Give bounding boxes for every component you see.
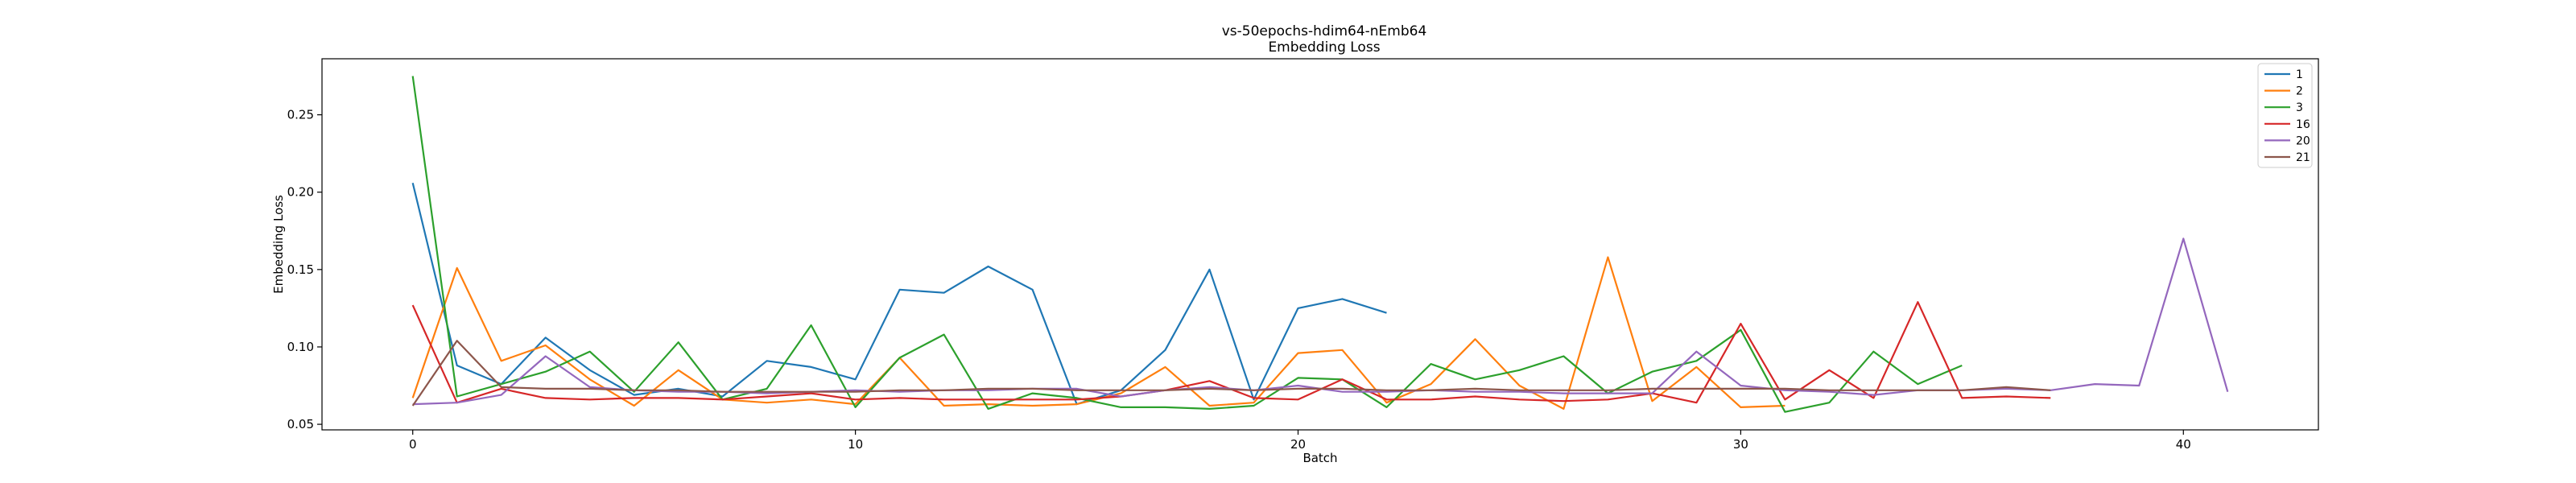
legend-label-3: 3 [2296,101,2303,114]
legend-label-20: 20 [2296,134,2310,147]
y-tick-label: 0.15 [287,262,314,277]
x-axis-label: Batch [1302,451,1337,465]
chart-subtitle: Embedding Loss [1268,39,1380,56]
y-tick-label: 0.10 [287,340,314,354]
x-tick-label: 40 [2176,437,2191,452]
y-axis-label: Embedding Loss [271,195,286,294]
legend-label-16: 16 [2296,118,2310,131]
legend-label-2: 2 [2296,85,2303,98]
series-line-16 [411,301,2051,404]
x-tick-label: 0 [409,437,417,452]
y-tick-label: 0.20 [287,185,314,200]
y-tick-label: 0.05 [287,417,314,431]
plot-frame [321,58,2319,431]
x-tick-label: 20 [1290,437,1306,452]
y-tick-label: 0.25 [287,108,314,122]
x-tick-label: 10 [848,437,863,452]
series-line-3 [411,76,1963,413]
legend-label-21: 21 [2296,151,2310,164]
y-axis: 0.05 0.10 0.15 0.20 0.25 [287,108,322,431]
series-lines [411,76,2229,413]
legend-box [2257,63,2313,168]
x-axis: 0 10 20 30 40 [409,430,2191,452]
legend: 1 2 3 16 20 21 [2257,63,2313,168]
series-line-21 [411,340,2051,407]
series-line-1 [411,182,1387,406]
chart-title: vs-50epochs-hdim64-nEmb64 [1222,23,1427,39]
x-tick-label: 30 [1733,437,1748,452]
legend-label-1: 1 [2296,68,2303,81]
